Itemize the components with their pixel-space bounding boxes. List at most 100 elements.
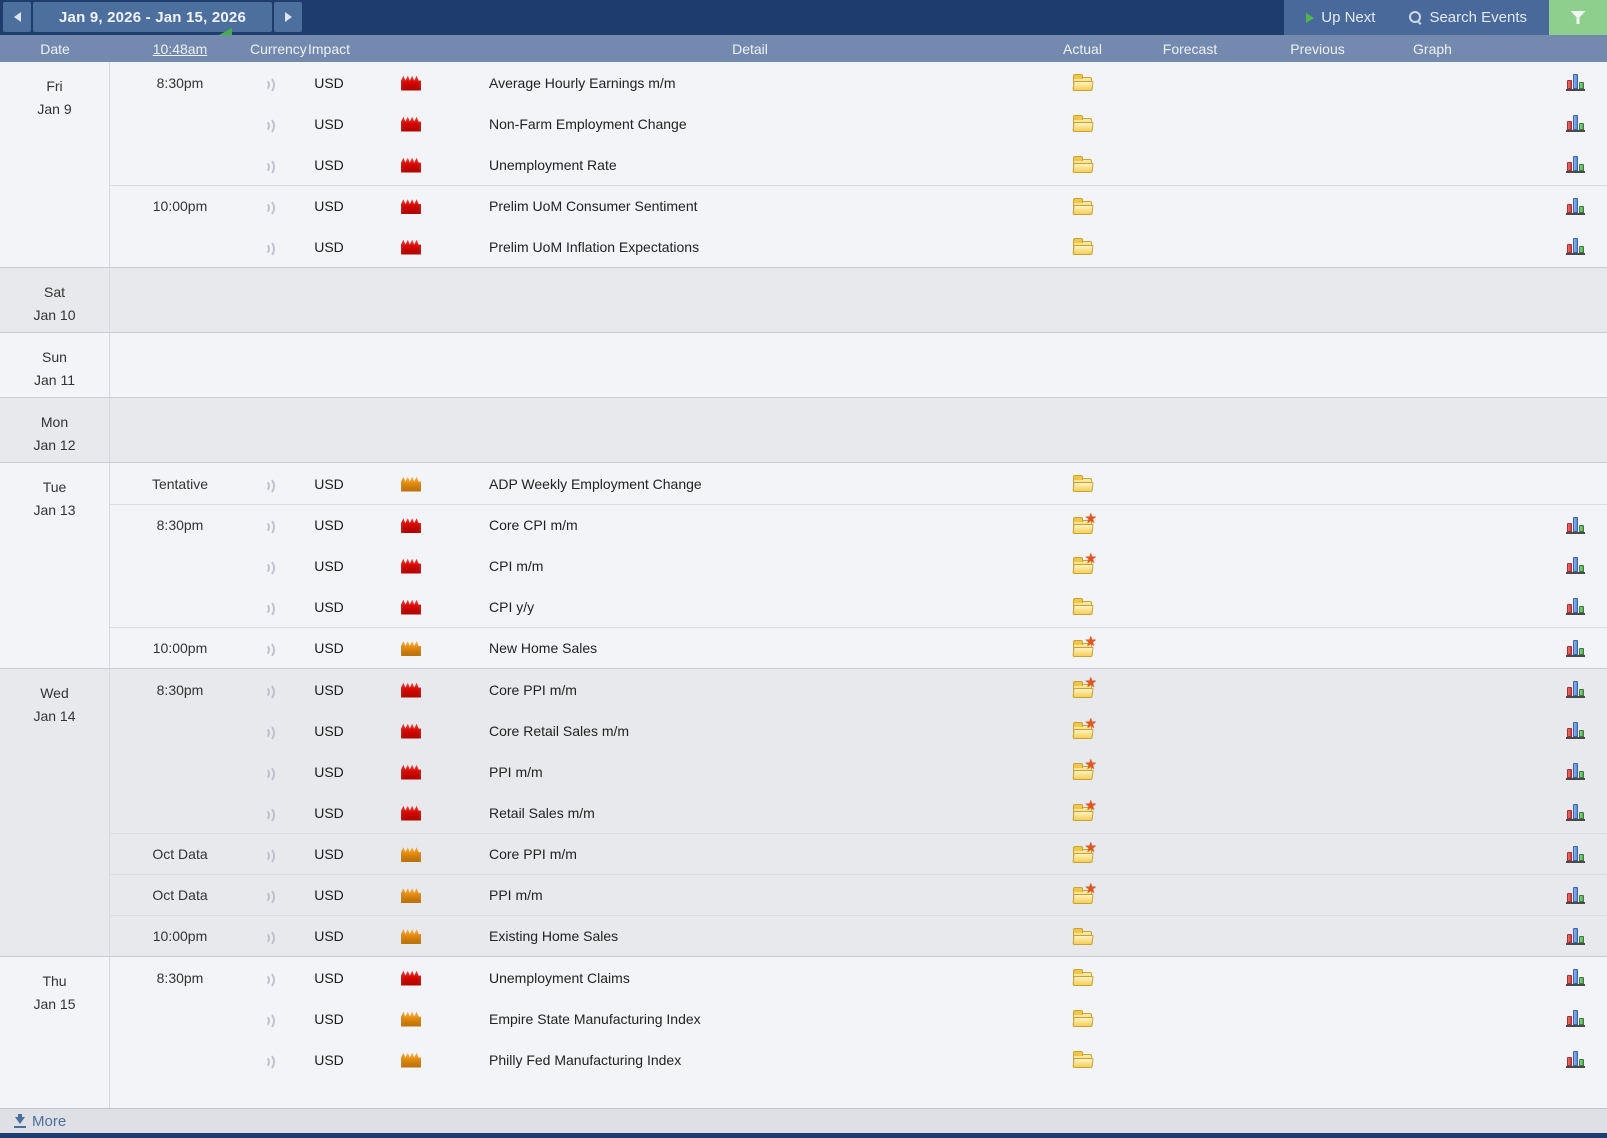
search-events-button[interactable]: Search Events [1409, 9, 1527, 26]
graph-bar-red [1567, 975, 1572, 984]
event-name[interactable]: Prelim UoM Consumer Sentiment [489, 198, 698, 214]
speaker-icon[interactable] [262, 970, 275, 989]
detail-folder-icon[interactable] [1073, 1051, 1092, 1068]
event-name[interactable]: PPI m/m [489, 763, 543, 780]
event-name[interactable]: ADP Weekly Employment Change [489, 475, 702, 492]
detail-folder-icon[interactable] [1073, 197, 1092, 215]
speaker-icon[interactable] [262, 75, 275, 94]
speaker-icon[interactable] [262, 239, 275, 258]
graph-icon[interactable] [1566, 845, 1585, 863]
event-name[interactable]: Core PPI m/m [489, 846, 577, 862]
graph-icon[interactable] [1566, 1051, 1585, 1068]
new-data-star-icon: ★ [1084, 756, 1097, 772]
speaker-icon[interactable] [262, 682, 275, 701]
detail-folder-star-icon[interactable]: ★ [1073, 798, 1097, 821]
graph-icon[interactable] [1566, 763, 1585, 780]
up-next-button[interactable]: Up Next [1306, 9, 1375, 26]
detail-folder-star-icon[interactable]: ★ [1073, 881, 1097, 904]
speaker-icon[interactable] [262, 1011, 275, 1030]
event-name[interactable]: New Home Sales [489, 640, 598, 656]
speaker-icon[interactable] [262, 723, 275, 742]
event-name[interactable]: Empire State Manufacturing Index [489, 1010, 701, 1027]
graph-icon[interactable] [1566, 927, 1585, 945]
graph-icon[interactable] [1566, 516, 1585, 534]
detail-folder-star-icon[interactable]: ★ [1073, 634, 1097, 657]
speaker-icon[interactable] [262, 1052, 275, 1071]
graph-cell [1495, 238, 1607, 255]
event-name[interactable]: PPI m/m [489, 887, 543, 903]
graph-icon[interactable] [1566, 639, 1585, 657]
detail-folder-icon[interactable] [1073, 115, 1092, 132]
detail-folder-star-icon[interactable]: ★ [1073, 716, 1097, 739]
calendar-body: Fri Jan 9 8:30pm USD Average Hourly Earnings… [0, 62, 1607, 1108]
speaker-icon[interactable] [262, 558, 275, 577]
detail-folder-icon[interactable] [1073, 156, 1092, 173]
detail-folder-icon[interactable] [1073, 969, 1092, 986]
graph-icon[interactable] [1566, 156, 1585, 173]
speaker-icon[interactable] [262, 928, 275, 947]
event-name[interactable]: Retail Sales m/m [489, 804, 595, 821]
more-button[interactable]: More [0, 1108, 1607, 1133]
detail-folder-icon[interactable] [1073, 927, 1092, 945]
previous-week-button[interactable] [3, 2, 31, 32]
event-name[interactable]: CPI m/m [489, 557, 544, 574]
graph-icon[interactable] [1566, 115, 1585, 132]
detail-folder-star-icon[interactable]: ★ [1073, 511, 1097, 534]
event-name[interactable]: Unemployment Rate [489, 156, 617, 173]
speaker-icon[interactable] [262, 198, 275, 217]
detail-folder-star-icon[interactable]: ★ [1073, 757, 1097, 780]
event-name[interactable]: Existing Home Sales [489, 928, 619, 944]
play-icon [1306, 12, 1315, 23]
event-name[interactable]: CPI y/y [489, 598, 535, 615]
detail-folder-star-icon[interactable]: ★ [1073, 675, 1097, 698]
speaker-icon[interactable] [262, 157, 275, 176]
detail-folder-icon[interactable] [1073, 74, 1092, 91]
graph-icon[interactable] [1566, 681, 1585, 698]
speaker-icon[interactable] [262, 517, 275, 536]
detail-folder-star-icon[interactable]: ★ [1073, 551, 1097, 574]
speaker-icon[interactable] [262, 764, 275, 783]
graph-icon[interactable] [1566, 197, 1585, 215]
event-name[interactable]: Philly Fed Manufacturing Index [489, 1051, 682, 1068]
detail-folder-icon[interactable] [1073, 598, 1092, 615]
graph-icon[interactable] [1566, 969, 1585, 986]
speaker-icon[interactable] [262, 599, 275, 618]
speaker-icon[interactable] [262, 116, 275, 135]
graph-icon[interactable] [1566, 804, 1585, 821]
header-current-time-link[interactable]: 10:48am [152, 40, 208, 57]
speaker-icon[interactable] [262, 846, 275, 865]
graph-icon[interactable] [1566, 1010, 1585, 1027]
graph-icon[interactable] [1566, 722, 1585, 739]
event-name[interactable]: Non-Farm Employment Change [489, 115, 687, 132]
detail-folder-icon[interactable] [1073, 238, 1092, 255]
detail-folder-icon[interactable] [1073, 475, 1092, 492]
date-range-label[interactable]: Jan 9, 2026 - Jan 15, 2026 [33, 2, 272, 32]
detail-cell [1050, 197, 1115, 215]
graph-bar-green [1579, 205, 1584, 213]
graph-icon[interactable] [1566, 598, 1585, 615]
detail-folder-icon[interactable] [1073, 1010, 1092, 1027]
event-name[interactable]: Prelim UoM Inflation Expectations [489, 238, 700, 255]
event-row: Oct Data USD PPI m/m ★ [110, 874, 1607, 915]
detail-cell [1050, 598, 1115, 615]
impact-cell [372, 517, 450, 533]
event-row: USD PPI m/m ★ [110, 751, 1607, 792]
event-name[interactable]: Core CPI m/m [489, 517, 578, 533]
speaker-icon[interactable] [262, 476, 275, 495]
detail-folder-star-icon[interactable]: ★ [1073, 840, 1097, 863]
event-name[interactable]: Average Hourly Earnings m/m [489, 74, 676, 91]
next-week-button[interactable] [274, 2, 302, 32]
speaker-icon[interactable] [262, 640, 275, 659]
event-name[interactable]: Core Retail Sales m/m [489, 722, 630, 739]
speaker-icon[interactable] [262, 887, 275, 906]
graph-cell [1495, 1051, 1607, 1068]
graph-icon[interactable] [1566, 557, 1585, 574]
graph-icon[interactable] [1566, 74, 1585, 91]
graph-icon[interactable] [1566, 886, 1585, 904]
graph-icon[interactable] [1566, 238, 1585, 255]
speaker-icon[interactable] [262, 805, 275, 824]
header-impact: Impact [307, 40, 350, 57]
event-name[interactable]: Unemployment Claims [489, 969, 630, 986]
filter-button[interactable] [1549, 0, 1607, 35]
event-name[interactable]: Core PPI m/m [489, 681, 577, 698]
